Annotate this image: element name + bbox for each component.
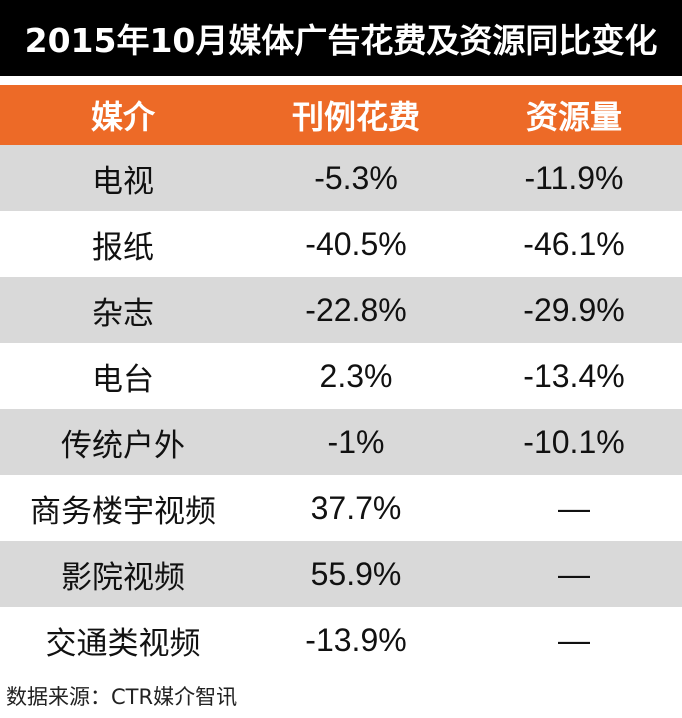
row-resource: -11.9% [524,159,624,196]
table-row: 电视 -5.3% -11.9% [0,145,682,211]
row-media: 影院视频 [61,559,185,596]
header-media: 媒介 [90,98,155,136]
row-spend: 55.9% [310,555,402,592]
row-spend: 37.7% [310,489,402,526]
row-spend: -1% [327,423,385,460]
table-row: 商务楼宇视频 37.7% — [0,475,682,541]
row-spend: -5.3% [314,159,398,196]
header-spend: 刊例花费 [291,98,420,136]
row-media: 电台 [92,361,154,398]
row-resource: -10.1% [523,423,625,460]
row-media: 商务楼宇视频 [30,493,216,530]
row-resource: -29.9% [523,291,625,328]
row-resource: — [558,489,590,526]
row-resource: — [558,555,590,592]
title-gap [0,76,682,85]
row-resource: -13.4% [523,357,625,394]
row-spend: 2.3% [319,357,393,394]
table-row: 杂志 -22.8% -29.9% [0,277,682,343]
row-spend: -40.5% [305,225,407,262]
row-media: 报纸 [92,229,154,266]
row-spend: -22.8% [305,291,407,328]
row-media: 杂志 [92,295,154,332]
table-row: 传统户外 -1% -10.1% [0,409,682,475]
header-row: 媒介 刊例花费 资源量 [0,85,682,145]
table-row: 电台 2.3% -13.4% [0,343,682,409]
row-resource: -46.1% [523,225,625,262]
row-spend: -13.9% [305,621,407,658]
source-note: 数据来源：CTR媒介智讯 [6,685,238,709]
header-resource: 资源量 [525,98,622,136]
row-media: 交通类视频 [45,625,201,662]
table-row: 报纸 -40.5% -46.1% [0,211,682,277]
row-media: 电视 [92,163,154,200]
table-row: 影院视频 55.9% — [0,541,682,607]
table-title: 2015年10月媒体广告花费及资源同比变化 [0,0,682,76]
row-resource: — [558,621,590,658]
row-media: 传统户外 [61,427,185,464]
table-row: 交通类视频 -13.9% — [0,607,682,673]
